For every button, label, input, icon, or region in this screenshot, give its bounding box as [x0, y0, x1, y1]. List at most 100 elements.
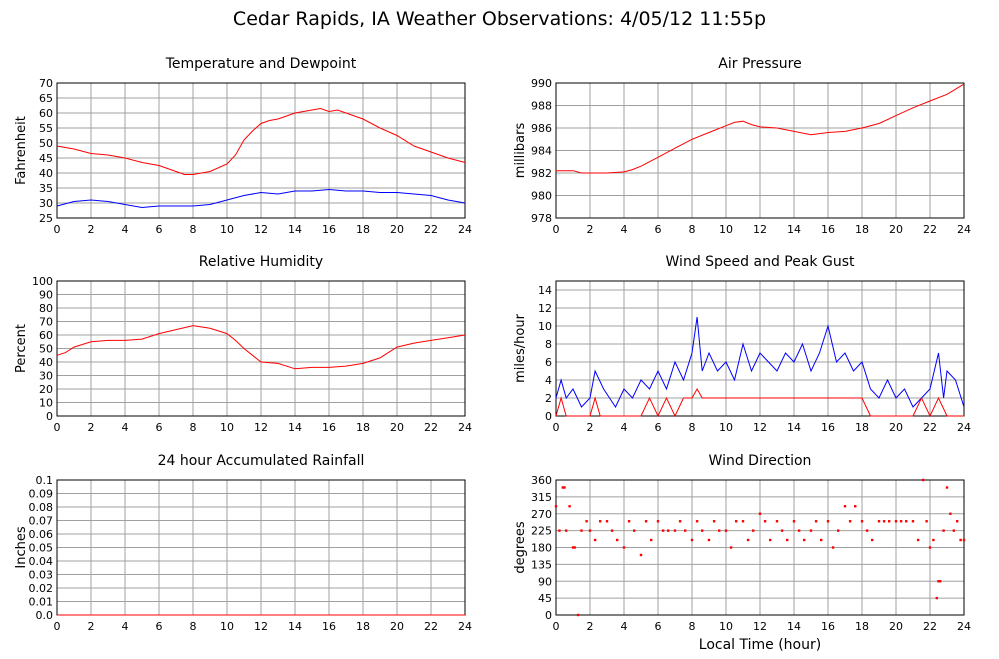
data-point [797, 529, 801, 532]
x-tick-label: 6 [156, 421, 163, 434]
x-tick-label: 12 [254, 421, 268, 434]
data-point [573, 546, 576, 549]
data-point [605, 520, 609, 523]
data-point [899, 520, 903, 523]
y-tick-label: 360 [531, 474, 552, 487]
y-tick-label: 60 [39, 329, 53, 342]
x-tick-label: 14 [288, 223, 302, 236]
data-point [571, 546, 575, 549]
y-tick-label: 40 [39, 356, 53, 369]
x-tick-label: 22 [424, 421, 438, 434]
y-tick-label: 986 [531, 122, 552, 135]
x-tick-label: 10 [220, 620, 234, 633]
data-point [639, 553, 643, 557]
y-axis-label: Percent [14, 324, 29, 373]
series-line [555, 316, 965, 409]
data-point [729, 546, 733, 549]
data-point [809, 529, 813, 532]
x-tick-label: 2 [587, 620, 594, 633]
y-tick-label: 135 [531, 558, 552, 571]
y-tick-label: 4 [545, 374, 552, 387]
data-point [667, 529, 670, 532]
x-tick-label: 20 [889, 421, 903, 434]
x-tick-label: 22 [923, 620, 937, 633]
x-tick-label: 4 [122, 620, 129, 633]
x-tick-label: 20 [390, 421, 404, 434]
x-tick-label: 6 [655, 421, 662, 434]
data-point [565, 529, 568, 532]
data-point [769, 538, 772, 542]
x-tick-label: 24 [458, 223, 472, 236]
y-tick-label: 0.01 [29, 596, 54, 609]
y-tick-label: 982 [531, 167, 552, 180]
data-point [786, 538, 789, 542]
y-tick-label: 25 [39, 212, 53, 225]
data-point [746, 538, 750, 542]
y-tick-label: 0.1 [36, 474, 54, 487]
data-point [695, 520, 699, 523]
data-point [678, 520, 682, 523]
data-point [877, 520, 881, 523]
y-tick-label: 0.02 [29, 582, 54, 595]
x-tick-label: 18 [855, 223, 869, 236]
y-tick-label: 20 [39, 383, 53, 396]
y-tick-label: 90 [538, 575, 552, 588]
x-tick-label: 2 [587, 223, 594, 236]
x-tick-label: 20 [889, 223, 903, 236]
x-tick-label: 2 [587, 421, 594, 434]
data-point [928, 546, 932, 549]
data-point [661, 529, 665, 532]
y-tick-label: 0.06 [29, 528, 54, 541]
data-point [865, 529, 869, 532]
x-tick-label: 22 [424, 223, 438, 236]
data-point [932, 538, 935, 542]
y-tick-label: 0.0 [36, 609, 54, 622]
x-tick-label: 10 [719, 223, 733, 236]
y-tick-label: 990 [531, 77, 552, 90]
plot-frame [555, 280, 965, 417]
x-tick-label: 16 [821, 223, 835, 236]
y-tick-label: 80 [39, 302, 53, 315]
data-point [554, 505, 558, 508]
data-point [724, 529, 728, 532]
x-tick-label: 0 [54, 620, 61, 633]
y-tick-label: 0.05 [29, 542, 54, 555]
y-tick-label: 0.04 [29, 555, 54, 568]
y-tick-label: 65 [39, 92, 53, 105]
y-tick-label: 35 [39, 182, 53, 195]
data-point [860, 520, 864, 523]
y-tick-label: 180 [531, 542, 552, 555]
data-point [803, 538, 806, 542]
data-point [882, 520, 886, 523]
y-tick-label: 10 [39, 397, 53, 410]
x-tick-label: 0 [54, 421, 61, 434]
data-point [563, 486, 566, 489]
data-point [952, 529, 955, 532]
y-tick-label: 30 [39, 370, 53, 383]
y-tick-label: 980 [531, 190, 552, 203]
data-point [585, 520, 588, 523]
data-point [925, 520, 928, 523]
x-tick-label: 18 [356, 620, 370, 633]
y-tick-label: 270 [531, 508, 552, 521]
data-point [935, 596, 938, 600]
data-point [741, 520, 745, 523]
data-point [701, 529, 704, 532]
y-axis-label: millibars [513, 123, 528, 179]
data-point [820, 538, 823, 542]
data-point [792, 520, 796, 523]
x-tick-label: 6 [156, 620, 163, 633]
y-tick-label: 45 [538, 592, 552, 605]
y-tick-label: 0.09 [29, 488, 54, 501]
y-tick-label: 45 [39, 152, 53, 165]
x-tick-label: 24 [458, 421, 472, 434]
x-tick-label: 6 [655, 223, 662, 236]
data-point [616, 538, 619, 542]
chart-title: Wind Direction [709, 453, 812, 469]
plot-frame [56, 280, 466, 417]
y-tick-label: 90 [39, 289, 53, 302]
data-point [684, 529, 687, 532]
x-tick-label: 10 [220, 421, 234, 434]
x-tick-label: 12 [753, 620, 767, 633]
x-tick-label: 0 [54, 223, 61, 236]
